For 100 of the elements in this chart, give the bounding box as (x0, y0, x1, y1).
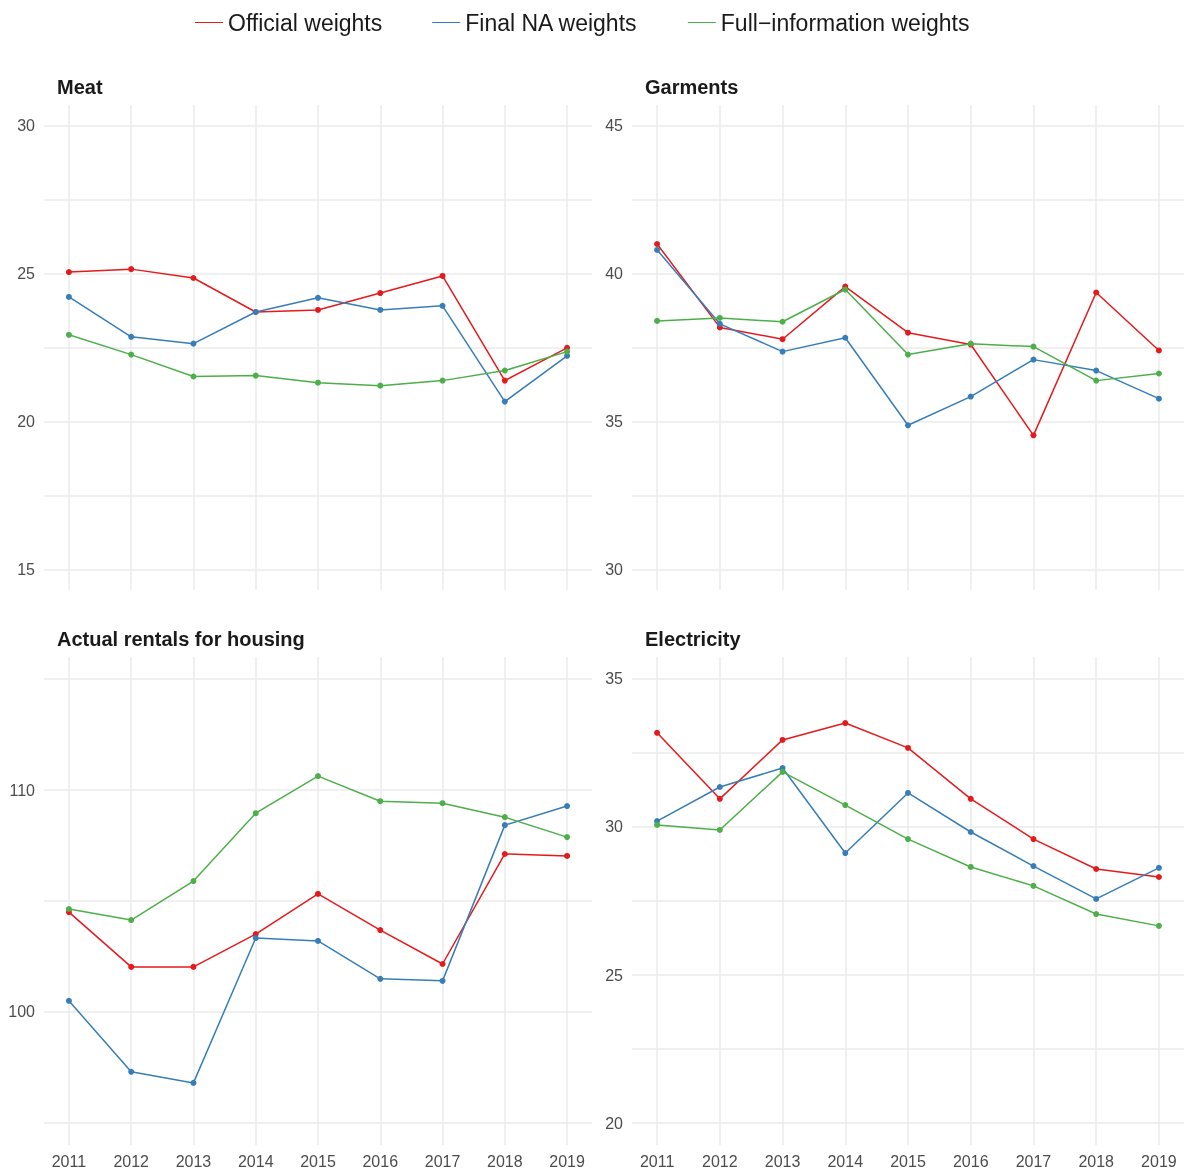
chart-title: Electricity (645, 628, 742, 650)
point (1093, 911, 1100, 918)
x-tick-label: 2018 (1078, 1152, 1115, 1170)
y-tick-label: 100 (8, 1003, 36, 1021)
point (1093, 289, 1100, 296)
y-tick-label: 35 (605, 412, 624, 430)
point (905, 789, 911, 796)
point (252, 810, 259, 817)
point (564, 803, 571, 810)
point (377, 975, 384, 982)
x-tick-label: 2019 (549, 1152, 585, 1170)
point (1030, 836, 1037, 843)
point (564, 852, 571, 859)
point (905, 422, 911, 429)
point (439, 272, 446, 279)
point (377, 290, 384, 297)
point (842, 720, 849, 727)
point (654, 241, 661, 247)
point (65, 331, 72, 338)
point (967, 829, 974, 835)
point (315, 379, 321, 386)
point (501, 367, 508, 374)
point (842, 334, 849, 341)
x-tick-label: 2012 (113, 1152, 150, 1170)
point (315, 890, 321, 897)
point (190, 275, 197, 281)
x-tick-label: 2014 (237, 1152, 274, 1170)
y-tick-label: 30 (17, 117, 36, 135)
point (128, 333, 135, 340)
point (564, 834, 571, 841)
point (905, 351, 911, 358)
point (439, 800, 446, 807)
point (1093, 895, 1100, 902)
x-tick-label: 2014 (827, 1152, 864, 1170)
y-tick-label: 110 (9, 781, 36, 799)
point (439, 302, 446, 309)
point (65, 997, 72, 1004)
point (252, 935, 259, 942)
point (905, 329, 911, 336)
x-tick-label: 2013 (764, 1152, 801, 1170)
point (377, 306, 384, 313)
y-tick-label: 30 (605, 560, 624, 578)
chart-title: Garments (645, 76, 739, 98)
point (967, 863, 974, 870)
x-tick-label: 2018 (487, 1152, 523, 1170)
point (377, 927, 384, 934)
point (315, 294, 321, 301)
point (315, 306, 321, 313)
point (1155, 370, 1162, 377)
point (128, 266, 135, 273)
y-tick-label: 35 (605, 670, 624, 688)
point (716, 320, 723, 327)
point (842, 850, 849, 857)
y-tick-label: 20 (605, 1114, 624, 1132)
point (501, 814, 508, 821)
x-tick-label: 2013 (175, 1152, 212, 1170)
point (377, 798, 384, 805)
point (1155, 395, 1162, 402)
point (190, 1079, 197, 1086)
point (716, 314, 723, 321)
point (439, 977, 446, 984)
legend-label: Final NA weights (465, 9, 637, 36)
point (501, 377, 508, 384)
point (1155, 922, 1162, 929)
y-tick-label: 20 (17, 412, 36, 430)
point (1030, 356, 1037, 363)
point (65, 905, 72, 912)
x-tick-label: 2011 (51, 1152, 87, 1170)
point (315, 937, 321, 944)
x-tick-label: 2016 (952, 1152, 989, 1170)
legend-label: Official weights (228, 9, 383, 36)
point (967, 795, 974, 802)
x-tick-label: 2017 (424, 1152, 461, 1170)
point (564, 348, 571, 355)
point (65, 293, 72, 300)
point (1093, 866, 1100, 873)
point (1155, 347, 1162, 354)
point (779, 318, 786, 325)
y-tick-label: 45 (605, 117, 624, 135)
point (128, 351, 135, 358)
point (1030, 343, 1037, 350)
y-tick-label: 30 (605, 818, 624, 836)
point (716, 795, 723, 802)
point (128, 1068, 135, 1075)
point (654, 246, 661, 253)
point (779, 336, 786, 343)
chart-title: Meat (57, 76, 103, 98)
point (190, 340, 197, 347)
point (1093, 377, 1100, 384)
point (1155, 874, 1162, 881)
point (190, 878, 197, 885)
point (377, 382, 384, 389)
point (190, 373, 197, 380)
y-tick-label: 15 (17, 560, 36, 578)
point (1030, 432, 1037, 439)
point (654, 317, 661, 324)
point (779, 736, 786, 743)
x-tick-label: 2017 (1015, 1152, 1052, 1170)
point (1030, 863, 1037, 870)
point (128, 917, 135, 924)
